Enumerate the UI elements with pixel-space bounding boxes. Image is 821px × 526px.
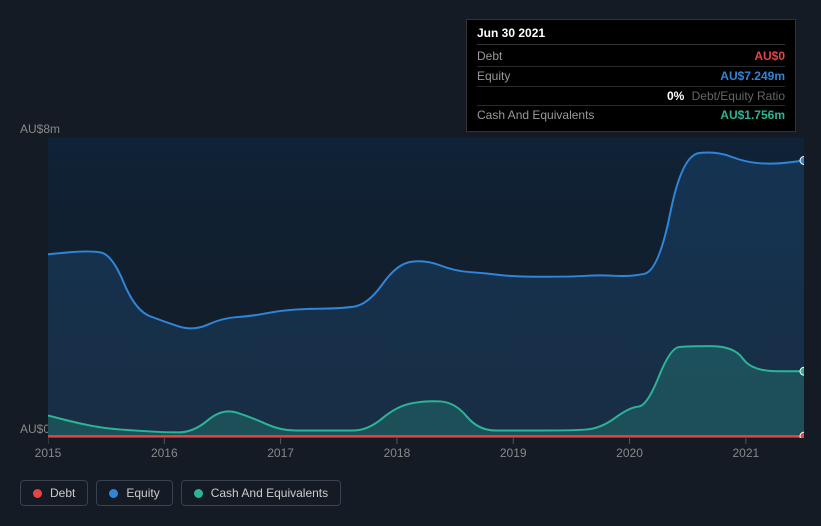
legend-dot-icon — [109, 489, 118, 498]
y-axis-label-max: AU$8m — [20, 122, 60, 136]
x-axis-tick-label: 2018 — [384, 446, 411, 460]
x-axis-tick-label: 2021 — [732, 446, 759, 460]
chart-legend: Debt Equity Cash And Equivalents — [20, 480, 341, 506]
legend-dot-icon — [194, 489, 203, 498]
chart-tooltip: Jun 30 2021 Debt AU$0 Equity AU$7.249m 0% De… — [466, 19, 796, 132]
y-axis-label-min: AU$0 — [20, 422, 50, 436]
x-axis-tick-label: 2019 — [500, 446, 527, 460]
tooltip-row-value: AU$0 — [754, 48, 785, 65]
legend-label: Debt — [50, 486, 75, 500]
legend-item[interactable]: Debt — [20, 480, 88, 506]
tooltip-row-value: 0% Debt/Equity Ratio — [667, 88, 785, 105]
chart-plot-area[interactable] — [48, 138, 804, 438]
x-axis-tick-label: 2015 — [35, 446, 62, 460]
tooltip-row: 0% Debt/Equity Ratio — [477, 87, 785, 107]
tooltip-row: Debt AU$0 — [477, 47, 785, 67]
legend-item[interactable]: Equity — [96, 480, 172, 506]
x-axis-tick-label: 2016 — [151, 446, 178, 460]
tooltip-row-value: AU$7.249m — [720, 68, 785, 85]
x-axis-tick-label: 2017 — [267, 446, 294, 460]
x-axis-labels: 2015201620172018201920202021 — [48, 446, 804, 462]
tooltip-row-label: Debt — [477, 48, 502, 65]
tooltip-row-label: Equity — [477, 68, 510, 85]
legend-label: Equity — [126, 486, 159, 500]
legend-dot-icon — [33, 489, 42, 498]
legend-label: Cash And Equivalents — [211, 486, 328, 500]
tooltip-row-label: Cash And Equivalents — [477, 107, 594, 124]
tooltip-date: Jun 30 2021 — [477, 26, 785, 45]
legend-item[interactable]: Cash And Equivalents — [181, 480, 341, 506]
tooltip-row-value: AU$1.756m — [720, 107, 785, 124]
tooltip-row: Equity AU$7.249m — [477, 67, 785, 87]
tooltip-row: Cash And Equivalents AU$1.756m — [477, 106, 785, 125]
x-axis-tick-label: 2020 — [616, 446, 643, 460]
